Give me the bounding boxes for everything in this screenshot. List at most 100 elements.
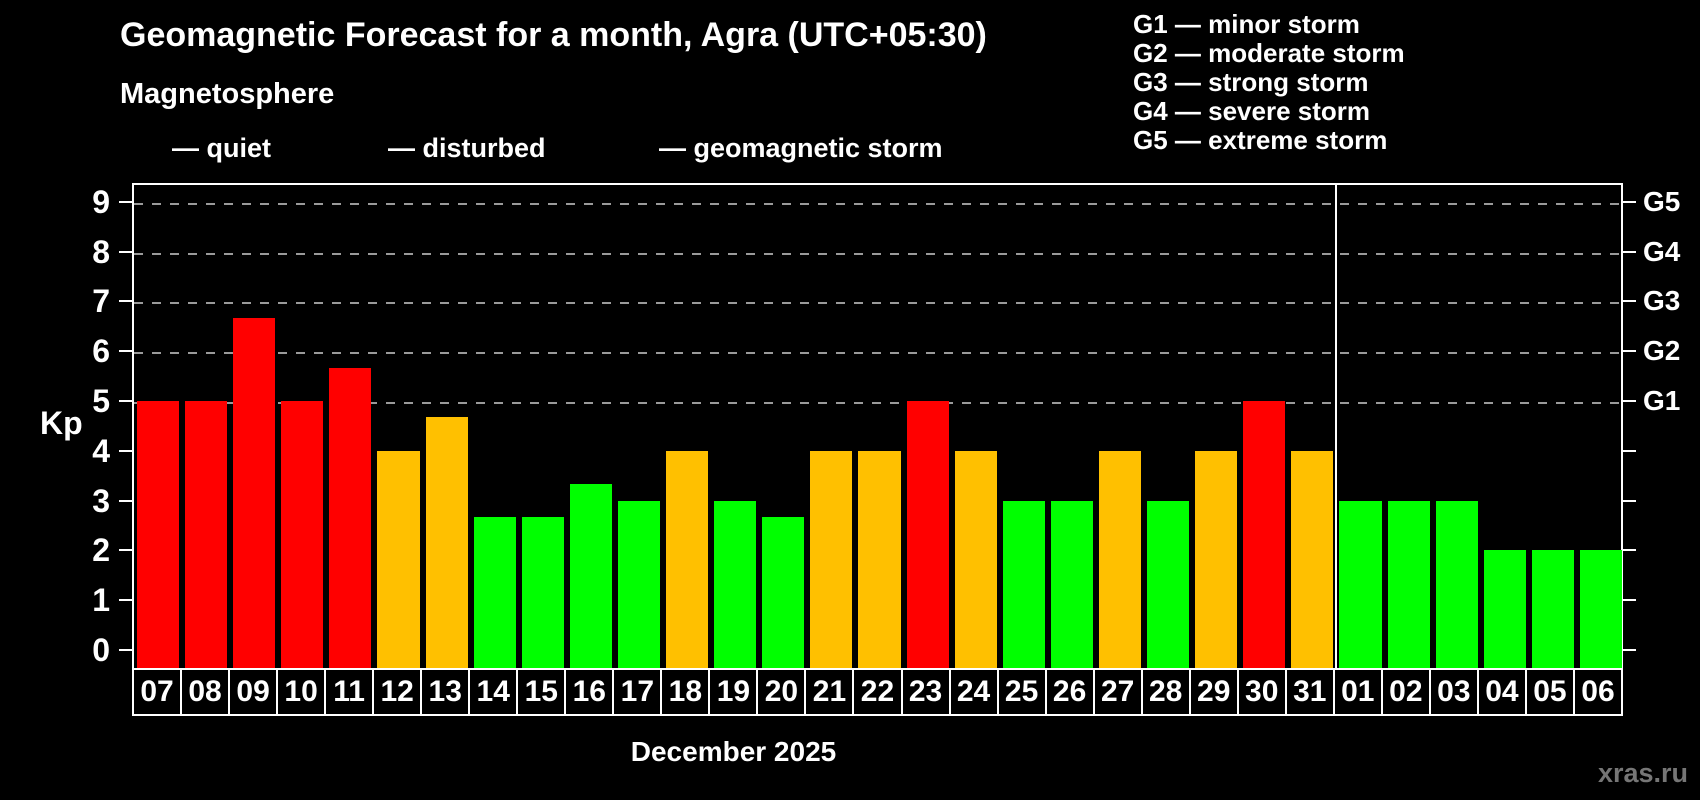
kp-bar-11	[329, 367, 372, 668]
y-axis-tick-left-9	[119, 200, 132, 203]
y-axis-tick-label-4: 4	[92, 432, 110, 469]
g-scale-legend-line: G5 — extreme storm	[1133, 125, 1388, 155]
kp-bar-08	[185, 401, 228, 668]
date-cell-24: 24	[951, 670, 999, 714]
y-axis-tick-right-0	[1623, 649, 1636, 651]
y-axis-tick-right-8	[1623, 250, 1636, 253]
y-axis-tick-left-7	[119, 300, 132, 303]
kp-bar-13	[425, 417, 468, 668]
kp-bar-21	[810, 450, 853, 668]
g-axis-label-G4: G4	[1643, 235, 1681, 267]
y-axis-tick-left-3	[119, 499, 132, 502]
disturbed-swatch-icon	[346, 132, 376, 164]
chart-title: Geomagnetic Forecast for a month, Agra (…	[120, 16, 987, 54]
y-axis-tick-right-4	[1623, 449, 1636, 452]
kp-bar-30	[1243, 401, 1286, 668]
g-scale-legend: G1 — minor storm G2 — moderate storm G3 …	[1133, 10, 1405, 155]
g-scale-legend-line: G1 — minor storm	[1133, 9, 1360, 39]
kp-bar-03	[1435, 500, 1478, 668]
y-axis-tick-right-7	[1623, 300, 1636, 303]
quiet-legend-label: — quiet	[172, 133, 271, 163]
kp-bar-29	[1195, 450, 1238, 668]
date-cell-25: 25	[999, 670, 1047, 714]
kp-bar-06	[1579, 550, 1622, 668]
date-cell-30: 30	[1239, 670, 1287, 714]
y-axis-tick-right-2	[1623, 549, 1636, 552]
kp-bar-22	[858, 450, 901, 668]
date-cell-28: 28	[1143, 670, 1191, 714]
kp-bar-19	[714, 500, 757, 668]
kp-bar-16	[569, 484, 612, 668]
kp-bar-15	[521, 517, 564, 668]
gridline-kp9	[134, 202, 1621, 205]
date-cell-12: 12	[374, 670, 423, 714]
date-cell-06: 06	[1581, 675, 1615, 708]
y-axis-tick-right-6	[1623, 350, 1636, 353]
g-axis-label-G5: G5	[1643, 185, 1681, 217]
kp-bar-01	[1339, 500, 1382, 668]
y-axis-tick-left-4	[119, 449, 132, 452]
kp-bar-20	[762, 517, 805, 668]
y-axis-tick-label-0: 0	[92, 632, 110, 668]
quiet-swatch-icon	[130, 132, 160, 164]
x-axis-date-band: 07 08 09 10 11 12 13 14 15 16 17 18 19 20 21 22 23 24 25 26…	[132, 668, 1623, 716]
g-scale-legend-line: G3 — strong storm	[1133, 67, 1369, 97]
x-axis-month-label: December 2025	[630, 736, 837, 767]
date-cell-18: 18	[662, 670, 711, 714]
kp-bar-24	[954, 450, 997, 668]
kp-bar-17	[617, 500, 661, 668]
kp-bar-31	[1291, 450, 1334, 668]
date-cell-27: 27	[1095, 670, 1143, 714]
storm-swatch-icon	[617, 132, 647, 164]
y-axis-tick-label-5: 5	[92, 383, 110, 419]
month-separator	[1335, 185, 1338, 668]
kp-bar-07	[137, 401, 180, 668]
date-cell-26: 26	[1047, 670, 1095, 714]
status-legend: — quiet — disturbed — geomagnetic storm	[130, 132, 1030, 166]
date-cell-05: 05	[1527, 670, 1575, 714]
date-cell-19: 19	[710, 670, 759, 714]
date-cell-16: 16	[566, 670, 615, 714]
date-cell-23: 23	[903, 670, 951, 714]
date-cell-02: 02	[1383, 670, 1431, 714]
y-axis-tick-left-1	[119, 599, 132, 602]
kp-bar-28	[1147, 500, 1190, 668]
kp-bar-26	[1050, 500, 1093, 668]
date-cell-31: 31	[1287, 670, 1335, 714]
plot-area	[132, 183, 1623, 668]
gridline-kp5	[134, 402, 1621, 404]
chart-subtitle: Magnetosphere	[120, 78, 335, 110]
storm-legend-label: — geomagnetic storm	[659, 133, 943, 163]
kp-bar-14	[473, 517, 516, 668]
date-cell-10: 10	[278, 670, 327, 714]
y-axis-tick-label-7: 7	[92, 283, 110, 320]
g-scale-legend-line: G2 — moderate storm	[1133, 38, 1405, 68]
date-cell-20: 20	[758, 670, 807, 714]
y-axis-tick-label-9: 9	[92, 183, 110, 220]
y-axis-tick-left-5	[119, 400, 132, 402]
kp-bar-18	[666, 450, 709, 668]
kp-bar-04	[1483, 550, 1526, 668]
g-axis-label-G3: G3	[1643, 285, 1681, 317]
y-axis-tick-label-2: 2	[92, 532, 110, 569]
gridline-kp6	[134, 352, 1621, 355]
g-axis-label-G2: G2	[1643, 335, 1681, 367]
gridline-kp8	[134, 252, 1621, 255]
kp-bar-02	[1387, 500, 1430, 668]
y-axis-tick-left-2	[119, 549, 132, 552]
y-axis-tick-label-3: 3	[92, 482, 110, 519]
date-cell-04: 04	[1479, 670, 1527, 714]
y-axis-tick-right-5	[1623, 400, 1636, 402]
kp-bar-27	[1098, 450, 1142, 668]
y-axis-tick-right-1	[1623, 599, 1636, 602]
y-axis-tick-left-0	[119, 649, 132, 651]
kp-bar-25	[1002, 500, 1045, 668]
disturbed-legend-label: — disturbed	[388, 133, 546, 163]
date-cell-15: 15	[518, 670, 567, 714]
date-cell-03: 03	[1431, 670, 1479, 714]
y-axis-tick-label-1: 1	[92, 582, 110, 619]
y-axis-tick-left-6	[119, 350, 132, 353]
y-axis-tick-left-8	[119, 250, 132, 253]
g-scale-legend-line: G4 — severe storm	[1133, 96, 1371, 126]
